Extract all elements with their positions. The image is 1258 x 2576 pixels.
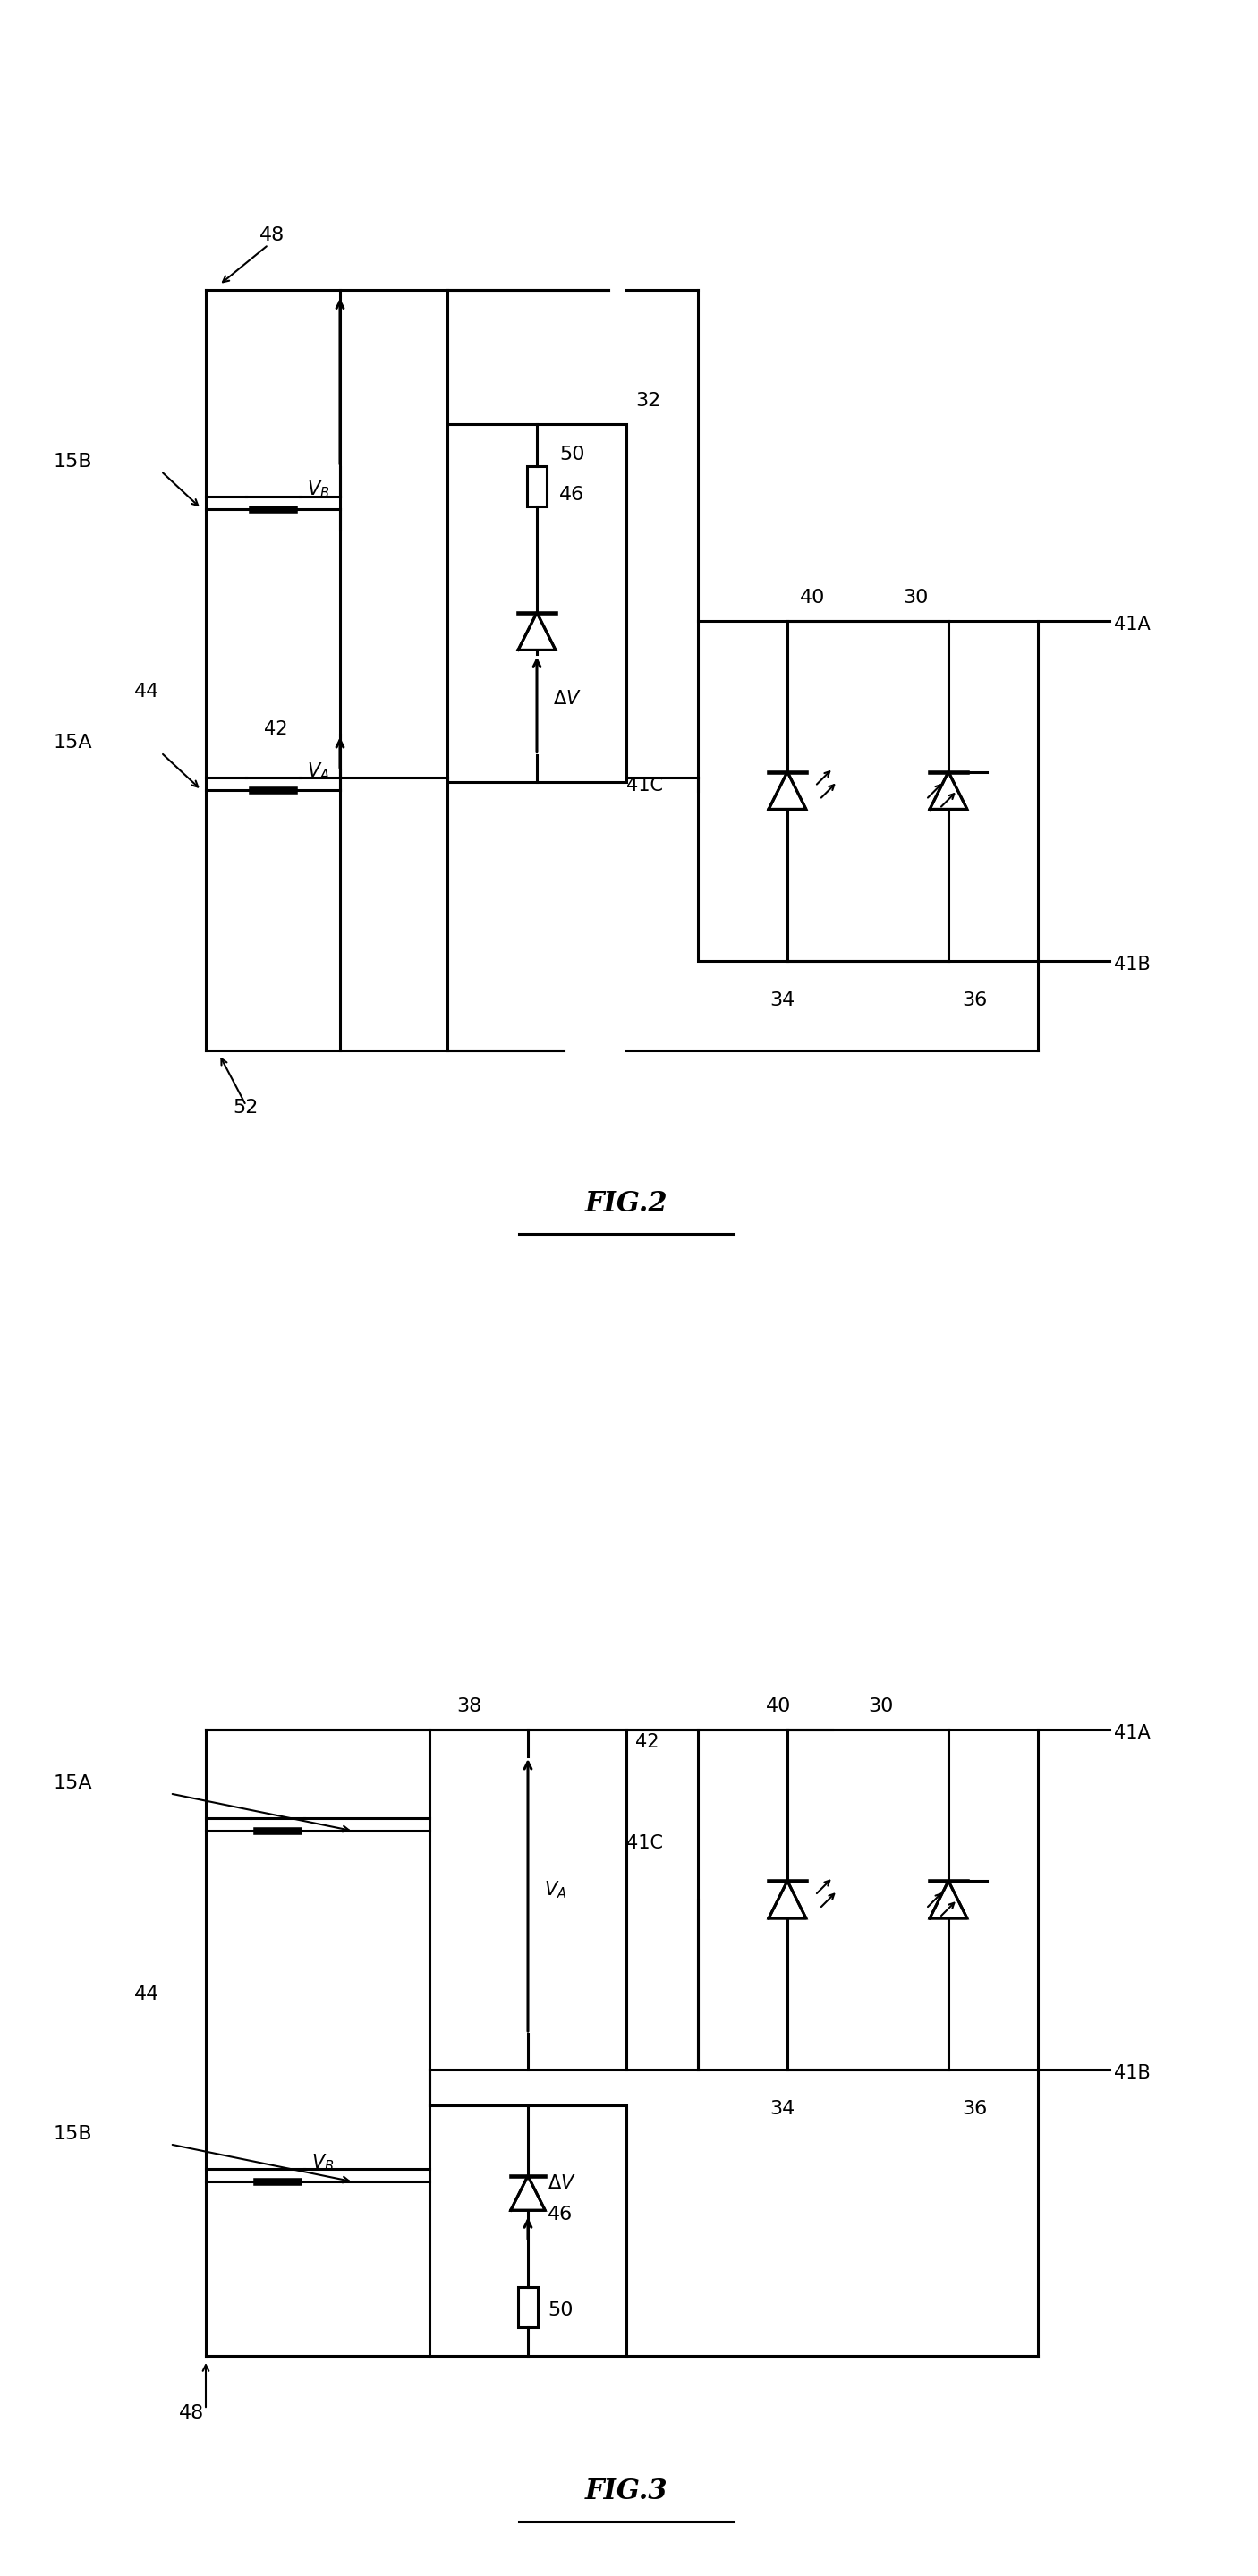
Polygon shape <box>930 1880 967 1919</box>
Text: 32: 32 <box>635 392 660 410</box>
Bar <box>698 1728 1038 2069</box>
Text: 41B: 41B <box>1113 2063 1150 2081</box>
Text: 46: 46 <box>547 2205 572 2223</box>
Bar <box>518 2287 537 2326</box>
Polygon shape <box>511 2177 545 2210</box>
Text: $V_B$: $V_B$ <box>307 479 330 500</box>
Text: 50: 50 <box>547 2300 574 2318</box>
Bar <box>448 422 626 781</box>
Text: $V_A$: $V_A$ <box>307 760 330 781</box>
Text: 41A: 41A <box>1113 616 1150 634</box>
Text: $V_B$: $V_B$ <box>312 2154 335 2174</box>
Text: $\Delta V$: $\Delta V$ <box>554 690 581 708</box>
Text: 48: 48 <box>259 227 284 245</box>
Text: 15A: 15A <box>54 1775 93 1793</box>
Text: FIG.3: FIG.3 <box>585 2478 668 2506</box>
Text: 15B: 15B <box>54 2125 93 2143</box>
Text: 44: 44 <box>135 1986 160 2004</box>
Text: 30: 30 <box>868 1698 893 1716</box>
Text: 48: 48 <box>179 2403 204 2421</box>
Bar <box>429 2105 626 2357</box>
Text: 41C: 41C <box>626 775 663 793</box>
Polygon shape <box>769 1880 806 1919</box>
Text: 38: 38 <box>457 1698 482 1716</box>
Text: FIG.2: FIG.2 <box>585 1190 668 1218</box>
Text: 50: 50 <box>560 446 585 464</box>
Text: 36: 36 <box>962 992 988 1010</box>
Text: 30: 30 <box>903 587 928 605</box>
Polygon shape <box>930 773 967 809</box>
Text: 40: 40 <box>800 587 825 605</box>
Text: 41C: 41C <box>626 1834 663 1852</box>
Bar <box>429 1728 626 2069</box>
Text: 36: 36 <box>962 2099 988 2117</box>
Text: 34: 34 <box>770 992 795 1010</box>
Text: 42: 42 <box>635 1734 659 1752</box>
Text: 46: 46 <box>560 484 585 502</box>
Text: 44: 44 <box>135 683 160 701</box>
Text: 15A: 15A <box>54 734 93 752</box>
Bar <box>527 466 547 507</box>
Bar <box>698 621 1038 961</box>
Text: $\Delta V$: $\Delta V$ <box>547 2174 576 2192</box>
Text: 41B: 41B <box>1113 956 1150 974</box>
Text: 42: 42 <box>264 721 288 739</box>
Text: $V_A$: $V_A$ <box>543 1878 566 1901</box>
Text: 41A: 41A <box>1113 1723 1150 1741</box>
Text: 34: 34 <box>770 2099 795 2117</box>
Text: 52: 52 <box>233 1097 258 1115</box>
Text: 15B: 15B <box>54 453 93 471</box>
Text: 40: 40 <box>766 1698 791 1716</box>
Polygon shape <box>769 773 806 809</box>
Polygon shape <box>518 613 556 649</box>
